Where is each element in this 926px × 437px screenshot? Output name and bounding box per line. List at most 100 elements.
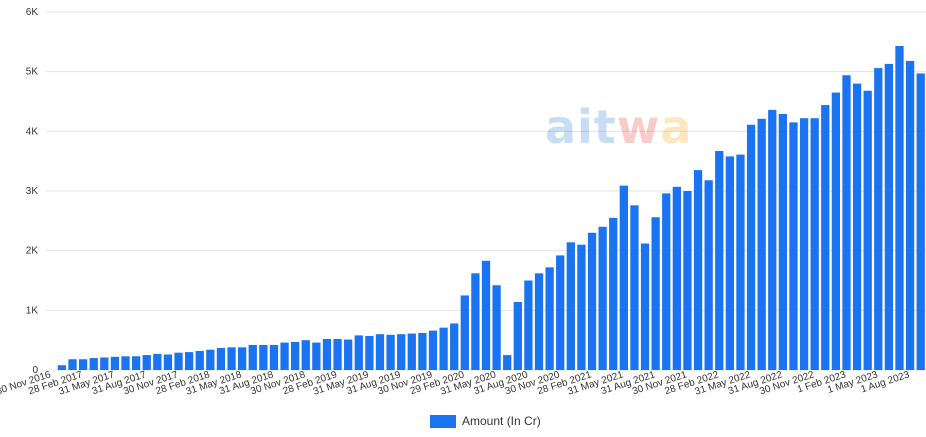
watermark-text-part2: w [616, 100, 661, 154]
y-tick-label: 4K [26, 126, 39, 137]
bar [609, 217, 618, 370]
bar [386, 334, 395, 370]
bar [884, 63, 894, 370]
bar [354, 335, 363, 370]
bar [895, 46, 904, 370]
bar [248, 344, 257, 370]
bar [725, 156, 734, 370]
bar [153, 353, 162, 370]
bar [810, 118, 819, 371]
bar [598, 226, 607, 370]
bar [715, 151, 724, 370]
bar [216, 347, 226, 370]
bar [206, 349, 215, 370]
bar [312, 342, 321, 370]
bar [513, 301, 522, 370]
y-tick-label: 3K [26, 186, 39, 197]
bar [227, 347, 236, 370]
bars [57, 46, 925, 371]
y-tick-label: 0 [32, 365, 38, 376]
bar [68, 359, 77, 370]
bar [842, 75, 851, 370]
bar [630, 205, 639, 370]
bar [460, 295, 469, 370]
bar [280, 342, 289, 370]
bar [672, 186, 681, 370]
bar [863, 90, 872, 370]
legend-label: Amount (In Cr) [462, 414, 541, 428]
bar [821, 105, 830, 370]
bar [418, 333, 427, 370]
bar [789, 122, 798, 370]
bar [916, 73, 925, 371]
aitwa-watermark-logo: aitwa [545, 100, 692, 154]
bar [428, 330, 438, 370]
bar [852, 83, 862, 370]
bar [195, 350, 204, 370]
bar [471, 273, 480, 370]
bar [545, 267, 554, 370]
bar [481, 260, 491, 370]
bar [503, 355, 512, 370]
bar [131, 356, 141, 370]
bar [142, 355, 151, 370]
bar [238, 347, 247, 370]
bar [534, 273, 544, 370]
bar [121, 356, 130, 370]
bar [693, 170, 703, 370]
bar [587, 232, 597, 370]
bar [651, 217, 660, 370]
bar [89, 358, 98, 370]
y-tick-label: 1K [26, 305, 39, 316]
bar [163, 354, 173, 370]
bar [57, 365, 67, 370]
bar [683, 191, 692, 370]
bar [291, 341, 300, 370]
bar [185, 352, 194, 370]
y-tick-label: 2K [26, 246, 39, 257]
y-axis-tick-labels: 0 1K 2K 3K 4K 5K 6K [26, 7, 39, 376]
bar [874, 68, 883, 370]
gridlines [46, 11, 926, 371]
watermark-text-part3: a [660, 100, 693, 154]
bar [259, 344, 268, 370]
legend-swatch [430, 414, 456, 428]
bar [662, 193, 671, 370]
bar [746, 124, 756, 371]
watermark-text-part1: ait [545, 100, 617, 154]
bar [619, 185, 628, 370]
bar [407, 333, 416, 370]
bar [365, 335, 374, 370]
bar [375, 334, 385, 370]
bar [492, 285, 501, 370]
bar [905, 60, 915, 371]
bar [100, 357, 109, 370]
chart-legend: Amount (In Cr) [430, 414, 541, 428]
bar [524, 280, 533, 370]
bar [704, 180, 713, 370]
bar [78, 359, 88, 370]
bar [757, 118, 766, 370]
bar [736, 154, 745, 370]
bar [768, 109, 777, 370]
bar [301, 340, 310, 370]
bar [831, 92, 841, 371]
bar [577, 244, 586, 370]
bar [450, 323, 459, 370]
bar [344, 339, 353, 370]
bar [778, 114, 787, 370]
bar [640, 243, 650, 370]
bar [110, 356, 120, 370]
bar [397, 334, 406, 370]
y-tick-label: 6K [26, 7, 39, 18]
bar [566, 242, 575, 370]
y-tick-label: 5K [26, 67, 39, 78]
bar [799, 118, 809, 371]
bar [439, 327, 448, 370]
bar [333, 338, 342, 370]
bar [174, 352, 183, 370]
bar [322, 338, 332, 370]
bar [556, 255, 565, 370]
